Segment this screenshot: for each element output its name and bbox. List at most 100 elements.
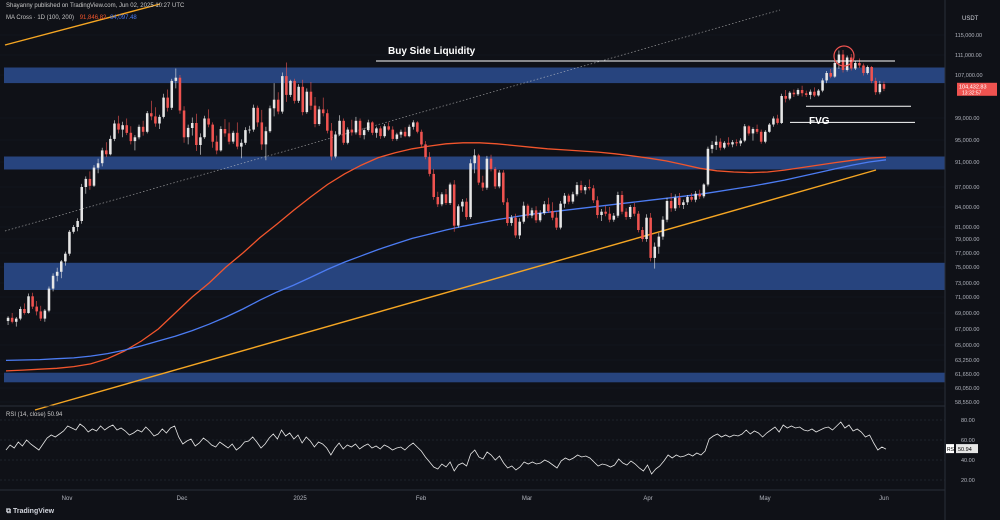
candle-body[interactable]	[68, 231, 71, 254]
candle-body[interactable]	[874, 80, 878, 93]
candle-body[interactable]	[375, 128, 378, 133]
candle-body[interactable]	[39, 311, 43, 319]
candle-body[interactable]	[788, 92, 792, 99]
candle-body[interactable]	[882, 84, 886, 89]
candle-body[interactable]	[735, 142, 738, 144]
candle-body[interactable]	[317, 109, 321, 124]
candle-body[interactable]	[207, 118, 210, 125]
candle-body[interactable]	[862, 65, 865, 74]
candle-body[interactable]	[784, 96, 787, 99]
candle-body[interactable]	[772, 118, 775, 125]
candle-body[interactable]	[141, 126, 145, 132]
upper-channel-trendline[interactable]	[4, 3, 161, 46]
candle-body[interactable]	[473, 155, 476, 164]
candle-body[interactable]	[276, 99, 280, 112]
candle-body[interactable]	[195, 123, 198, 145]
zone-61k[interactable]	[4, 372, 945, 383]
candle-body[interactable]	[293, 80, 296, 101]
candle-body[interactable]	[452, 184, 456, 226]
candle-body[interactable]	[502, 172, 505, 203]
candle-body[interactable]	[170, 80, 174, 108]
candle-body[interactable]	[203, 118, 206, 138]
ma-line-200[interactable]	[5, 159, 887, 362]
candle-body[interactable]	[870, 67, 873, 81]
candle-body[interactable]	[199, 137, 202, 145]
candle-body[interactable]	[739, 140, 742, 144]
candle-body[interactable]	[682, 202, 685, 205]
candle-body[interactable]	[411, 122, 415, 127]
candle-body[interactable]	[465, 201, 468, 217]
candle-body[interactable]	[436, 197, 440, 205]
candle-body[interactable]	[326, 113, 329, 131]
candle-body[interactable]	[301, 86, 305, 113]
candle-body[interactable]	[604, 211, 607, 214]
candle-body[interactable]	[440, 194, 444, 205]
candle-body[interactable]	[596, 200, 599, 215]
candle-body[interactable]	[80, 187, 83, 221]
candle-body[interactable]	[64, 253, 67, 262]
candle-body[interactable]	[395, 134, 399, 139]
candle-body[interactable]	[571, 194, 575, 202]
candle-body[interactable]	[109, 138, 112, 155]
candle-body[interactable]	[178, 77, 182, 111]
candle-body[interactable]	[321, 109, 325, 114]
candle-body[interactable]	[661, 219, 665, 237]
candle-body[interactable]	[796, 90, 800, 95]
candle-body[interactable]	[514, 217, 517, 236]
candle-body[interactable]	[125, 125, 129, 133]
candle-body[interactable]	[534, 210, 538, 221]
candle-body[interactable]	[309, 91, 313, 106]
candle-body[interactable]	[154, 116, 157, 124]
candle-body[interactable]	[244, 130, 247, 143]
candle-body[interactable]	[620, 195, 624, 212]
candle-body[interactable]	[211, 124, 214, 142]
candle-body[interactable]	[718, 141, 722, 148]
candle-body[interactable]	[833, 63, 837, 77]
candle-body[interactable]	[624, 211, 628, 217]
candle-body[interactable]	[366, 122, 370, 131]
candle-body[interactable]	[559, 203, 562, 228]
candle-body[interactable]	[653, 246, 657, 258]
candle-body[interactable]	[690, 197, 693, 200]
candle-body[interactable]	[706, 148, 710, 185]
candle-body[interactable]	[391, 129, 395, 139]
candle-body[interactable]	[399, 131, 403, 135]
candle-body[interactable]	[469, 163, 472, 218]
candle-body[interactable]	[354, 120, 358, 133]
candle-body[interactable]	[641, 230, 644, 239]
candle-body[interactable]	[551, 211, 554, 218]
candle-body[interactable]	[330, 130, 333, 157]
candle-body[interactable]	[563, 195, 566, 204]
candle-body[interactable]	[137, 126, 141, 138]
candle-body[interactable]	[813, 91, 816, 96]
candle-body[interactable]	[768, 124, 771, 132]
indicator-legend[interactable]: MA Cross · 1D (100, 200) 91,846.82 84,09…	[6, 15, 137, 21]
candle-body[interactable]	[285, 76, 288, 95]
candle-body[interactable]	[252, 107, 255, 130]
ma-line-100[interactable]	[5, 142, 887, 372]
candle-body[interactable]	[731, 142, 734, 145]
candle-body[interactable]	[121, 125, 124, 130]
rsi-line[interactable]	[5, 421, 887, 475]
candle-body[interactable]	[669, 201, 673, 209]
candle-body[interactable]	[186, 127, 190, 138]
candle-body[interactable]	[809, 91, 812, 95]
candle-body[interactable]	[231, 132, 235, 142]
candle-body[interactable]	[281, 76, 284, 112]
candle-body[interactable]	[633, 207, 636, 214]
candle-body[interactable]	[678, 197, 681, 205]
candle-body[interactable]	[461, 201, 464, 207]
candle-body[interactable]	[497, 172, 501, 187]
candle-body[interactable]	[510, 217, 513, 223]
candle-body[interactable]	[866, 67, 869, 73]
candle-body[interactable]	[800, 90, 804, 94]
candle-body[interactable]	[579, 185, 583, 191]
candle-body[interactable]	[657, 236, 661, 247]
candle-body[interactable]	[272, 99, 276, 109]
candle-body[interactable]	[645, 217, 648, 239]
candle-body[interactable]	[14, 318, 18, 322]
candle-body[interactable]	[84, 178, 88, 187]
candle-body[interactable]	[804, 93, 808, 95]
candle-body[interactable]	[260, 122, 264, 145]
candle-body[interactable]	[817, 90, 820, 96]
